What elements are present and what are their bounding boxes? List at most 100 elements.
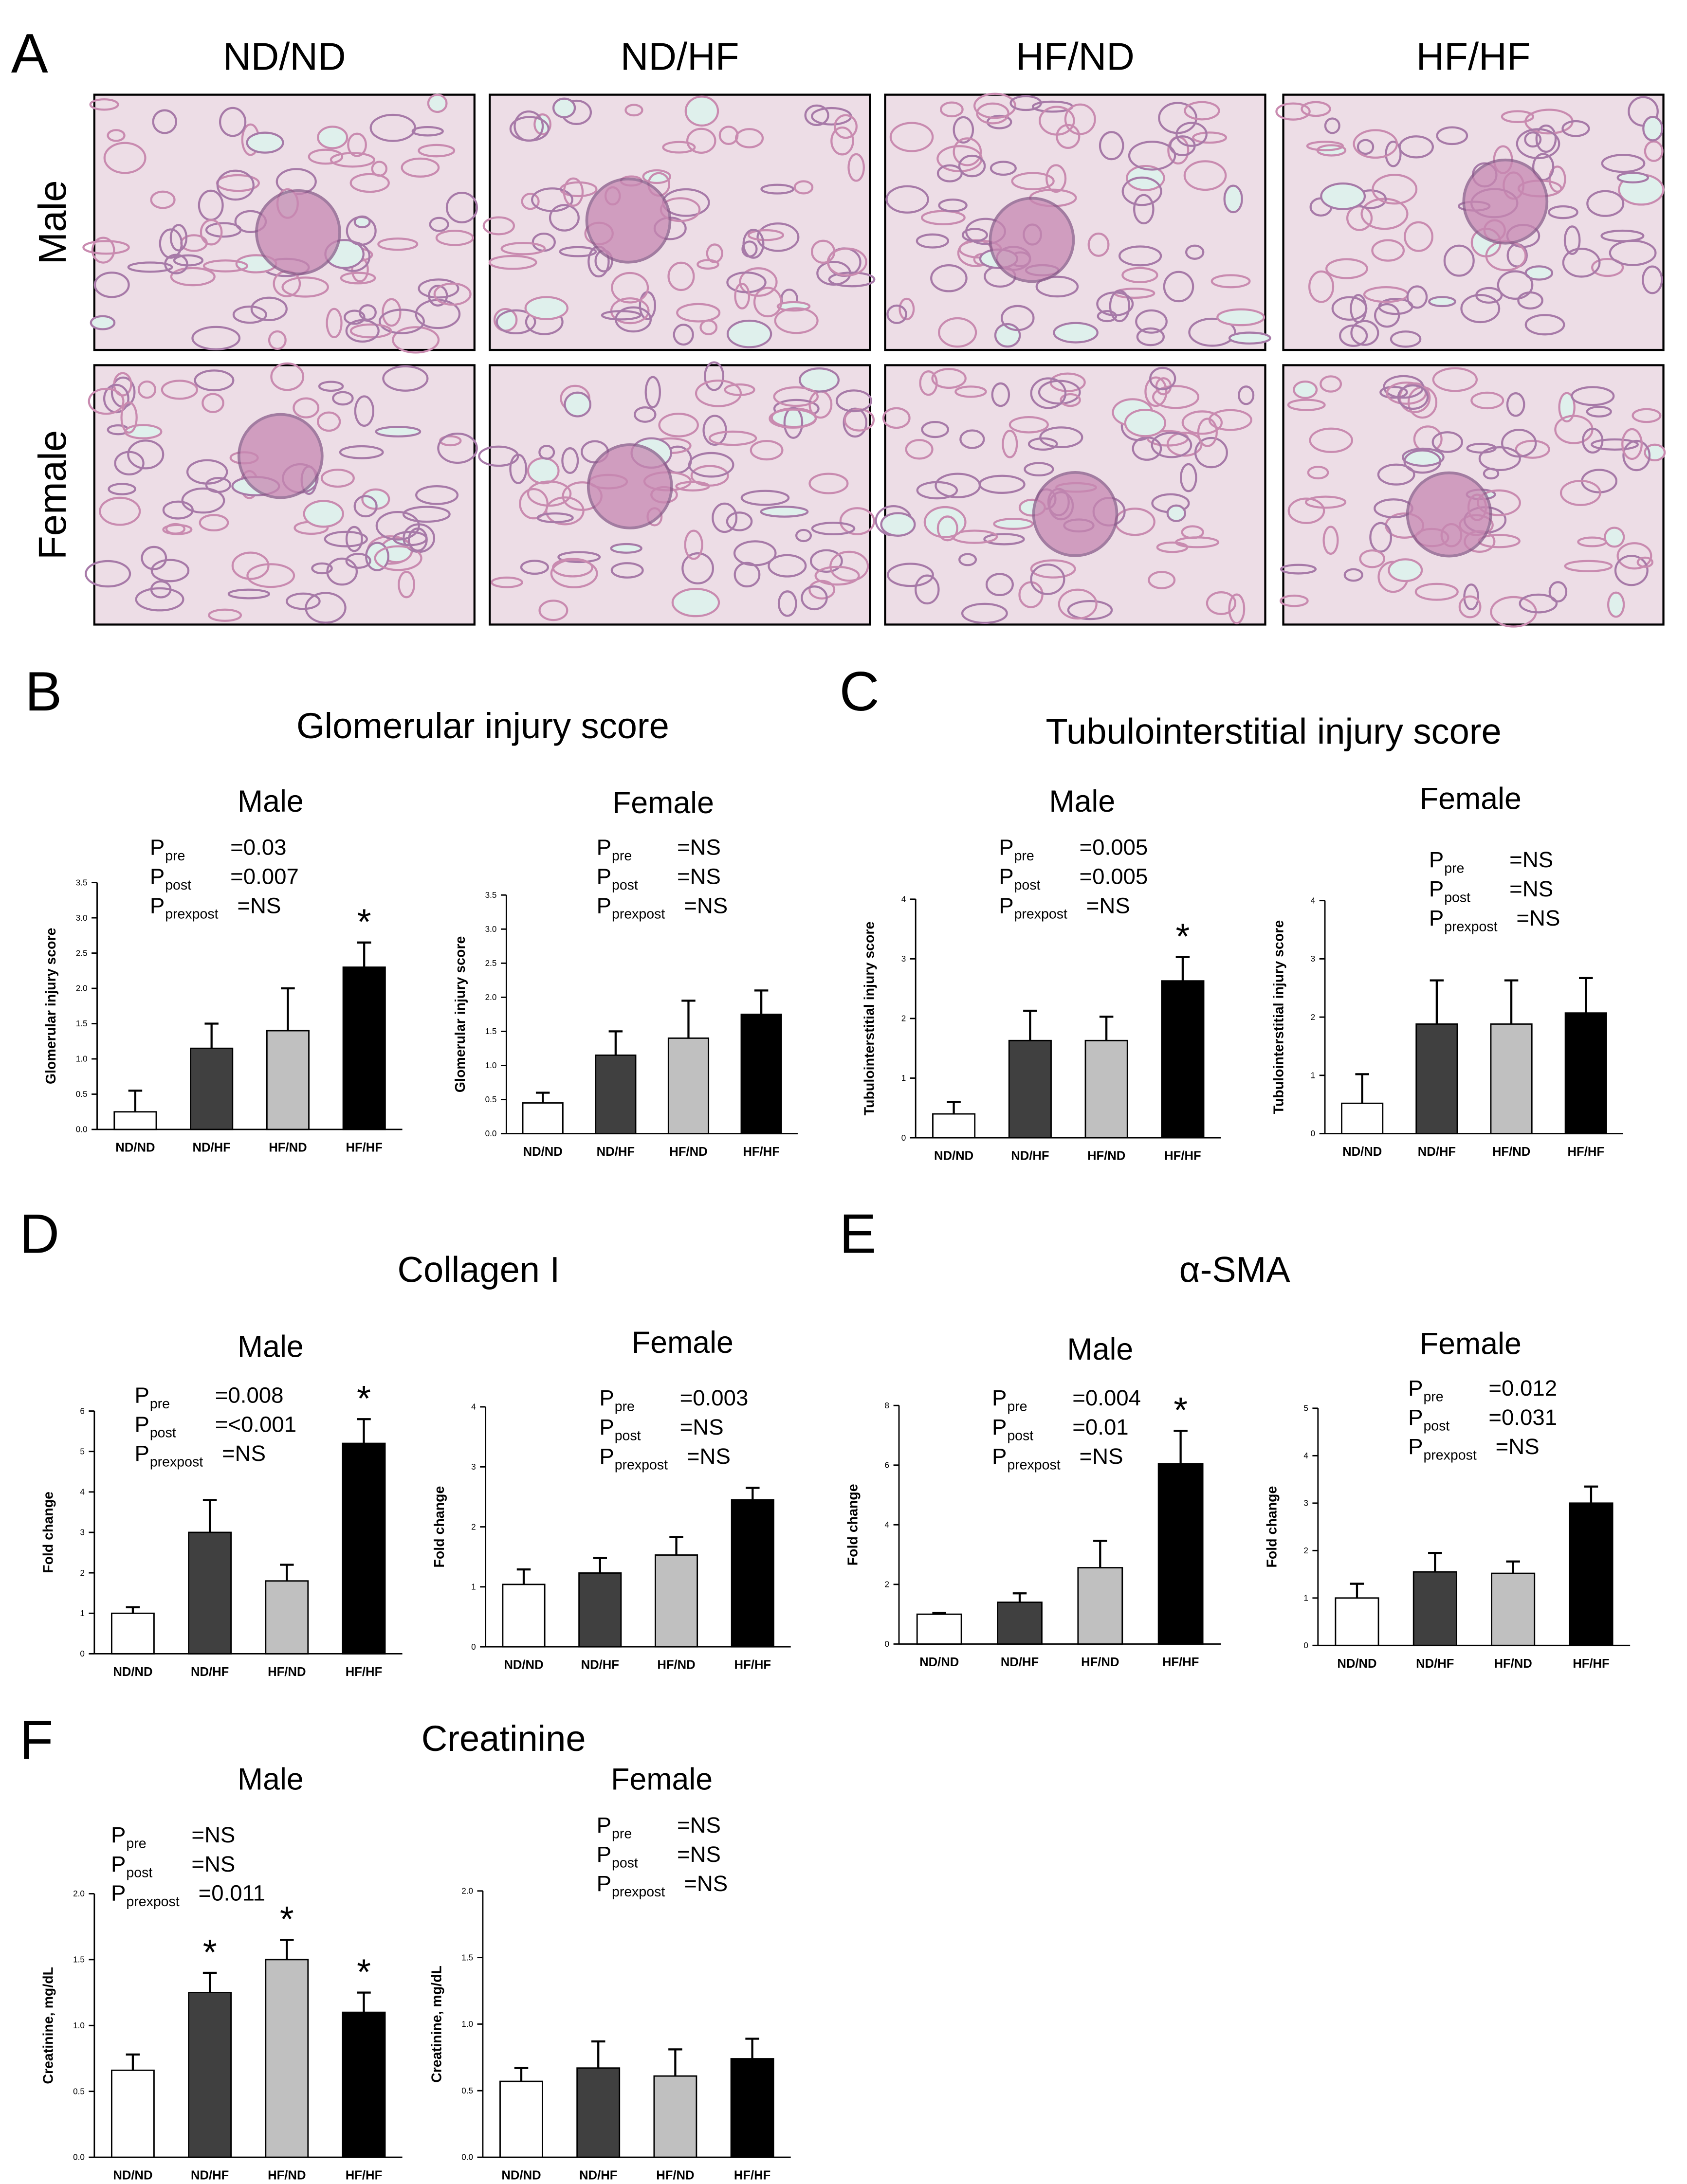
tissue-texture — [953, 116, 974, 144]
tissue-texture — [1238, 385, 1255, 405]
x-tick-label: ND/ND — [504, 1658, 543, 1672]
tissue-texture — [1148, 571, 1176, 589]
tissue-texture — [688, 452, 734, 478]
tissue-texture — [1308, 270, 1335, 303]
p-subscript: post — [612, 1855, 638, 1871]
p-symbol: P — [599, 1444, 614, 1469]
tissue-texture — [1516, 128, 1560, 160]
tissue-texture — [1045, 164, 1067, 193]
tissue-texture — [162, 524, 193, 535]
tissue-texture — [1185, 244, 1205, 260]
y-tick-label: 1.0 — [73, 2021, 85, 2030]
p-subscript: pre — [1007, 1399, 1027, 1415]
chart-title: Female — [1420, 1327, 1522, 1361]
y-tick-label: 5 — [80, 1447, 85, 1456]
tissue-texture — [1228, 593, 1246, 624]
tissue-texture — [601, 310, 642, 321]
column-header: ND/HF — [621, 35, 739, 78]
tissue-texture — [173, 254, 204, 267]
tissue-texture — [349, 173, 390, 193]
p-value: =NS — [1509, 876, 1553, 901]
tissue-texture — [1622, 439, 1651, 472]
p-subscript: prexpost — [615, 1457, 668, 1473]
tissue-texture — [1563, 225, 1581, 255]
tissue-texture — [880, 512, 916, 537]
tissue-texture — [538, 600, 568, 621]
x-tick-label: ND/ND — [501, 2169, 541, 2183]
tissue-texture — [916, 233, 950, 249]
y-tick-label: 1.5 — [73, 1955, 85, 1965]
tissue-texture — [1591, 438, 1639, 451]
tissue-texture — [374, 545, 422, 571]
tissue-texture — [953, 137, 982, 166]
tissue-texture — [216, 169, 255, 201]
tissue-texture — [676, 303, 721, 323]
p-value: =NS — [684, 893, 728, 918]
bar — [1077, 1567, 1123, 1645]
y-tick-label: 0 — [1303, 1641, 1308, 1650]
tissue-texture — [829, 550, 869, 582]
tissue-texture — [726, 271, 767, 293]
tissue-texture — [1369, 522, 1393, 553]
tissue-texture — [90, 315, 116, 330]
tissue-texture — [1058, 588, 1098, 620]
y-tick-label: 8 — [885, 1401, 890, 1410]
tissue-texture — [1109, 290, 1130, 323]
tissue-texture — [814, 565, 860, 586]
tissue-texture — [382, 298, 402, 327]
significance-star: * — [280, 1899, 294, 1939]
tissue-texture — [769, 408, 817, 429]
x-tick-label: HF/HF — [1568, 1145, 1604, 1159]
tissue-texture — [1039, 106, 1075, 136]
y-tick-label: 1.0 — [461, 2020, 473, 2029]
tissue-texture — [418, 144, 456, 158]
tissue-texture — [1181, 410, 1223, 435]
y-tick-label: 0 — [80, 1649, 85, 1658]
tissue-texture — [161, 380, 198, 400]
tissue-texture — [1030, 377, 1067, 409]
tissue-texture — [985, 573, 1014, 597]
tissue-texture — [1135, 309, 1168, 334]
tissue-texture — [1559, 479, 1601, 506]
y-tick-label: 0.5 — [461, 2086, 473, 2095]
p-subscript: pre — [126, 1836, 146, 1851]
y-tick-label: 0.0 — [461, 2153, 473, 2162]
tissue-texture — [843, 407, 868, 438]
column-header: HF/HF — [1416, 35, 1531, 78]
panel-label: C — [839, 661, 879, 723]
panel-label: E — [839, 1203, 876, 1265]
p-symbol: P — [597, 1813, 611, 1838]
x-tick-label: ND/HF — [1001, 1656, 1039, 1669]
p-value: =0.005 — [1080, 835, 1148, 860]
panel-title: Glomerular injury score — [296, 706, 669, 746]
y-tick-label: 0.0 — [76, 1125, 88, 1134]
p-value: =NS — [684, 1871, 728, 1896]
tissue-texture — [1156, 541, 1189, 553]
histology-image — [884, 92, 1271, 351]
tissue-texture — [961, 602, 1008, 624]
bar — [578, 1572, 622, 1648]
tissue-texture — [1428, 296, 1456, 308]
y-tick-label: 1 — [901, 1074, 906, 1083]
x-tick-label: ND/HF — [597, 1145, 635, 1159]
tissue-texture — [777, 590, 797, 617]
tissue-texture — [1183, 160, 1227, 191]
tissue-texture — [1099, 131, 1124, 161]
p-value: =NS — [1496, 1434, 1540, 1459]
tissue-texture — [1184, 101, 1220, 121]
p-value: =0.03 — [230, 835, 286, 860]
tissue-texture — [634, 406, 657, 423]
tissue-texture — [990, 161, 1017, 176]
tissue-texture — [1506, 392, 1525, 417]
tissue-texture — [808, 580, 836, 600]
tissue-texture — [353, 495, 378, 518]
tissue-texture — [1371, 239, 1405, 262]
tissue-texture — [936, 515, 958, 542]
p-symbol: P — [597, 864, 611, 889]
p-value: =0.031 — [1488, 1405, 1557, 1430]
y-tick-label: 4 — [1311, 896, 1316, 905]
p-subscript: post — [1007, 1428, 1033, 1443]
bar — [502, 1583, 546, 1648]
tissue-texture — [433, 282, 472, 306]
y-tick-label: 2.0 — [73, 1889, 85, 1898]
